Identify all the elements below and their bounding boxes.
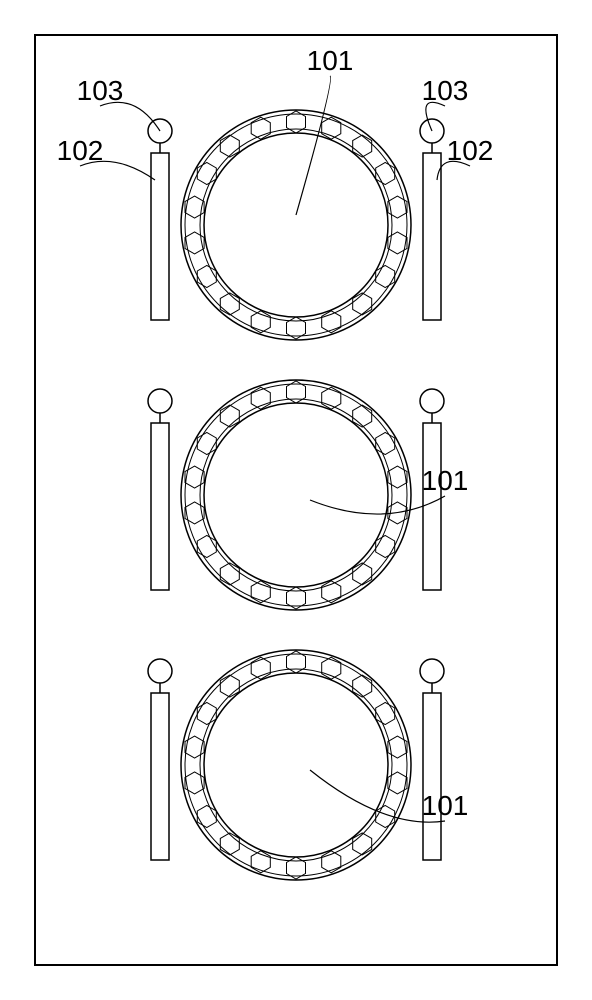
diagram-canvas: 101103103102102101101 [0,0,592,1000]
svg-text:103: 103 [77,75,124,106]
svg-text:101: 101 [422,790,469,821]
svg-text:103: 103 [422,75,469,106]
svg-text:101: 101 [422,465,469,496]
svg-text:101: 101 [307,45,354,76]
